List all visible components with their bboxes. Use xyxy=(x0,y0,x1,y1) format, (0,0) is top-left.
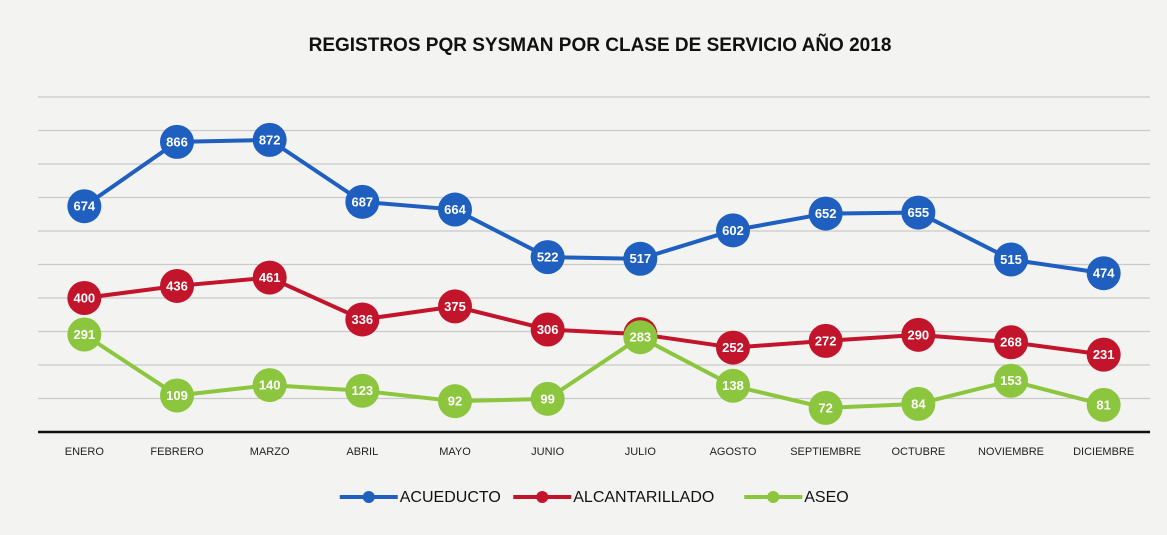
data-label: 674 xyxy=(73,199,95,214)
x-tick-label: JULIO xyxy=(625,446,657,458)
point-marker xyxy=(1086,337,1121,372)
point-marker xyxy=(67,189,102,224)
point-marker xyxy=(716,368,750,403)
data-label: 400 xyxy=(73,290,95,305)
data-label: 866 xyxy=(166,134,188,149)
point-marker xyxy=(345,184,380,219)
point-marker xyxy=(438,384,472,419)
data-label: 84 xyxy=(911,396,926,411)
data-label: 461 xyxy=(259,270,281,285)
x-tick-label: DICIEMBRE xyxy=(1073,446,1134,458)
x-tick-label: JUNIO xyxy=(531,446,564,458)
point-marker xyxy=(530,240,565,275)
legend-label: ALCANTARILLADO xyxy=(573,489,714,506)
data-label: 655 xyxy=(907,205,929,220)
x-tick-label: FEBRERO xyxy=(150,446,204,458)
point-marker xyxy=(252,122,287,157)
point-marker xyxy=(530,312,565,347)
point-marker xyxy=(994,325,1028,360)
point-marker xyxy=(994,242,1028,277)
legend-swatch-marker xyxy=(362,491,375,503)
x-tick-label: MARZO xyxy=(250,446,290,458)
legend-swatch-marker xyxy=(767,491,780,503)
x-tick-label: MAYO xyxy=(439,446,471,458)
data-label: 92 xyxy=(448,394,462,409)
legend-swatch-marker xyxy=(536,491,549,503)
x-tick-label: ABRIL xyxy=(346,446,378,458)
point-marker xyxy=(901,386,936,421)
point-marker xyxy=(1086,387,1121,422)
data-label: 306 xyxy=(537,322,559,337)
data-label: 290 xyxy=(907,327,929,342)
point-marker xyxy=(345,373,380,408)
data-label: 99 xyxy=(540,391,554,406)
data-label: 72 xyxy=(818,400,832,415)
point-marker xyxy=(716,213,750,248)
data-label: 336 xyxy=(351,312,373,327)
data-label: 474 xyxy=(1093,266,1115,281)
point-marker xyxy=(160,268,194,303)
point-marker xyxy=(808,196,843,231)
data-label: 81 xyxy=(1096,397,1110,412)
point-marker xyxy=(252,368,287,403)
point-marker xyxy=(252,260,287,295)
data-label: 291 xyxy=(73,327,95,342)
data-label: 436 xyxy=(166,278,188,293)
point-marker xyxy=(623,320,658,355)
data-label: 153 xyxy=(1000,373,1022,388)
data-label: 272 xyxy=(815,333,837,348)
data-label: 140 xyxy=(259,378,281,393)
x-tick-label: OCTUBRE xyxy=(891,446,945,458)
data-label: 872 xyxy=(259,132,281,147)
data-label: 517 xyxy=(629,251,651,266)
data-label: 109 xyxy=(166,388,188,403)
point-marker xyxy=(716,330,750,365)
data-label: 652 xyxy=(815,206,837,221)
data-label: 231 xyxy=(1093,347,1115,362)
data-label: 375 xyxy=(444,299,466,314)
point-marker xyxy=(530,381,565,416)
data-label: 138 xyxy=(722,378,744,393)
point-marker xyxy=(160,124,194,159)
chart-title: REGISTROS PQR SYSMAN POR CLASE DE SERVIC… xyxy=(309,34,892,56)
point-marker xyxy=(67,317,102,352)
x-tick-label: ENERO xyxy=(65,446,105,458)
legend-label: ASEO xyxy=(804,489,848,506)
point-marker xyxy=(623,241,658,276)
data-label: 283 xyxy=(629,330,651,345)
point-marker xyxy=(438,192,472,227)
data-label: 268 xyxy=(1000,335,1022,350)
point-marker xyxy=(901,195,936,230)
point-marker xyxy=(808,323,843,358)
point-marker xyxy=(994,363,1028,398)
point-marker xyxy=(808,390,843,425)
x-tick-label: AGOSTO xyxy=(710,446,757,458)
point-marker xyxy=(160,378,194,413)
point-marker xyxy=(438,289,472,324)
data-label: 123 xyxy=(351,383,373,398)
point-marker xyxy=(1086,256,1121,291)
point-marker xyxy=(67,281,102,315)
data-label: 252 xyxy=(722,340,744,355)
point-marker xyxy=(901,317,936,352)
data-label: 522 xyxy=(537,250,559,265)
data-label: 687 xyxy=(351,194,373,209)
data-label: 602 xyxy=(722,223,744,238)
data-label: 515 xyxy=(1000,252,1022,267)
x-tick-label: NOVIEMBRE xyxy=(978,446,1044,458)
data-label: 664 xyxy=(444,202,466,217)
point-marker xyxy=(345,302,380,337)
x-tick-label: SEPTIEMBRE xyxy=(790,446,861,458)
legend-label: ACUEDUCTO xyxy=(400,489,501,506)
